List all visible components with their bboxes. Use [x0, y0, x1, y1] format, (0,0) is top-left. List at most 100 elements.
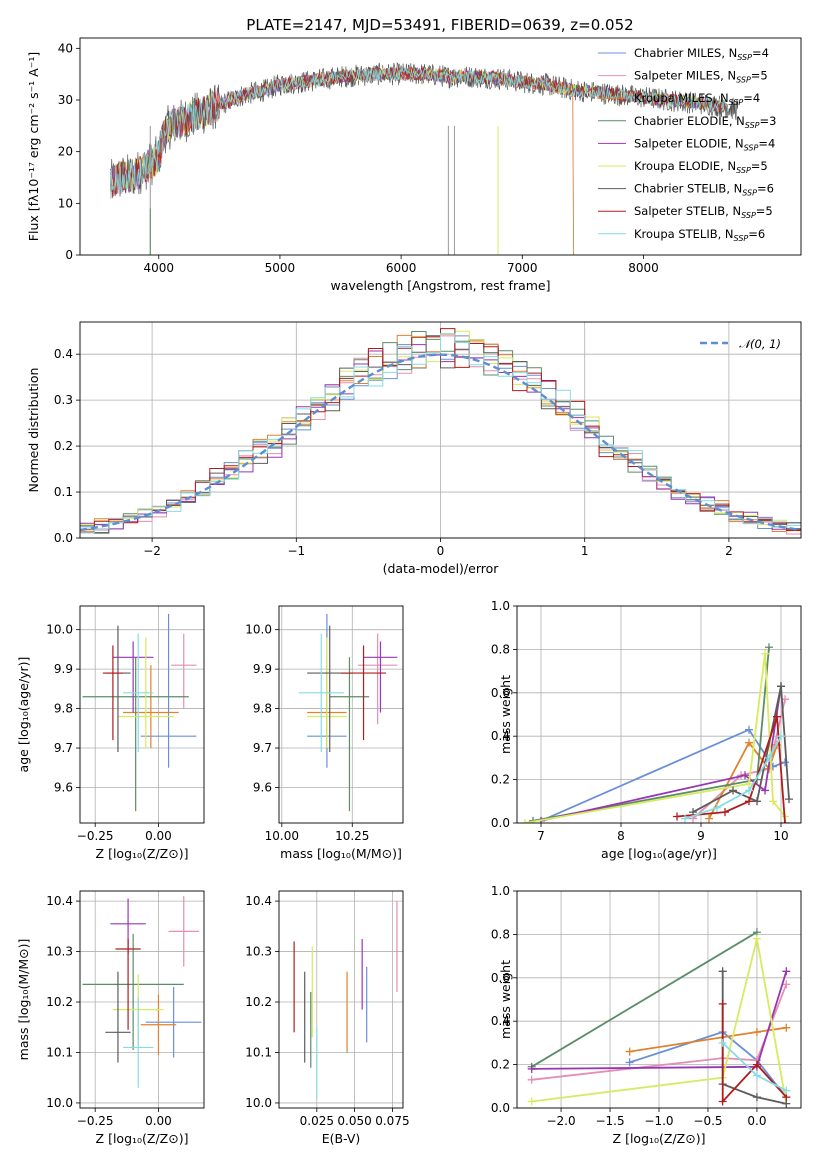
- legend-count: =6: [748, 227, 765, 241]
- data-marker: [718, 1038, 727, 1047]
- x-tick-label: 8000: [628, 261, 659, 275]
- x-tick-label: −1.5: [595, 1114, 624, 1128]
- legend-entry: Salpeter ELODIE, NSSP=4: [634, 136, 775, 152]
- legend-subscript: SSP: [737, 53, 752, 62]
- mass-vs-metallicity-panel: −0.25 0.00 10.0 10.1 10.2 10.3 10.4 Z [log₁₀(Z/…: [16, 890, 205, 1146]
- massweight-vs-age-panel: 7 8 9 10 0.0 0.2 0.4 0.6 0.8 1.0 age [log₁₀(age/yr…: [491, 599, 802, 861]
- y-tick-label: 0.1: [54, 485, 73, 499]
- legend-subscript: SSP: [744, 143, 759, 152]
- series-path: [721, 1003, 787, 1104]
- data-marker: [625, 1058, 634, 1067]
- data-marker: [705, 814, 713, 823]
- legend-label: Kroupa ELODIE, N: [634, 159, 736, 173]
- y-tick-label: 9.7: [253, 741, 272, 755]
- legend-label: Kroupa STELIB, N: [634, 227, 734, 241]
- y-tick-label: 0.8: [491, 642, 510, 656]
- legend-label: Salpeter ELODIE, N: [634, 136, 744, 150]
- series-path: [531, 938, 788, 1104]
- legend-subscript: SSP: [734, 234, 749, 243]
- x-axis-label: (data-model)/error: [383, 561, 500, 576]
- y-tick-label: 0.2: [54, 439, 73, 453]
- legend-label: Chabrier MILES, N: [634, 46, 737, 60]
- x-tick-label: 0.075: [375, 1114, 409, 1128]
- y-tick-label: 10: [58, 196, 73, 210]
- series-line: [681, 732, 785, 823]
- data-marker: [625, 1047, 634, 1056]
- x-tick-label: 10: [773, 829, 788, 843]
- legend-count: =5: [756, 204, 773, 218]
- y-tick-label: 9.8: [54, 702, 73, 716]
- y-tick-label: 0: [65, 248, 73, 262]
- x-axis-label: wavelength [Angstrom, rest frame]: [330, 278, 550, 293]
- errorbar-point: [112, 641, 154, 713]
- errorbar-point: [298, 633, 344, 752]
- y-tick-label: 10.3: [245, 945, 272, 959]
- y-tick-label: 9.9: [54, 662, 73, 676]
- errorbar-point: [105, 625, 131, 752]
- series-path: [540, 686, 782, 822]
- errorbar-point: [105, 971, 131, 1063]
- legend-label: Chabrier ELODIE, N: [634, 114, 745, 128]
- series-path: [532, 647, 770, 822]
- model-spectrum-line: [109, 66, 729, 199]
- y-tick-label: 0.0: [491, 816, 510, 830]
- age-vs-mass-panel: 10.00 10.25 9.6 9.7 9.8 9.9 10.0 mass [log₁₀(M/…: [245, 605, 404, 861]
- errorbar-point: [145, 986, 202, 1058]
- y-axis-label: mass [log₁₀(M/M⊙)]: [16, 939, 31, 1061]
- legend-subscript: SSP: [745, 121, 760, 130]
- data-marker: [527, 1097, 536, 1106]
- y-tick-label: 9.6: [253, 780, 272, 794]
- errorbar-point: [329, 657, 370, 812]
- x-tick-label: −2: [143, 544, 161, 558]
- errorbar-point: [307, 625, 353, 752]
- x-axis-label: E(B-V): [322, 1131, 361, 1146]
- x-tick-label: 5000: [265, 261, 296, 275]
- legend-entry: Chabrier MILES, NSSP=4: [634, 46, 769, 62]
- y-tick-label: 10.1: [245, 1045, 272, 1059]
- x-tick-label: 0.00: [145, 1114, 172, 1128]
- legend-count: =6: [757, 182, 774, 196]
- y-tick-label: 0.6: [491, 971, 510, 985]
- y-axis-label: Normed distribution: [26, 368, 41, 493]
- series-path: [531, 931, 758, 1068]
- legend-count: =5: [751, 159, 768, 173]
- legend-label: Kroupa MILES, N: [634, 91, 729, 105]
- y-tick-label: 9.6: [54, 780, 73, 794]
- errorbar-point: [123, 996, 154, 1088]
- axes-frame: [79, 321, 802, 539]
- axes-frame: [79, 605, 205, 824]
- data-marker: [761, 649, 769, 658]
- errorbar-point: [102, 645, 124, 741]
- x-tick-label: −1: [287, 544, 305, 558]
- y-tick-label: 1.0: [491, 599, 510, 613]
- data-marker: [782, 980, 791, 989]
- y-tick-label: 0.4: [491, 1014, 510, 1028]
- data-marker: [781, 819, 789, 823]
- errorbar-point: [82, 933, 184, 1050]
- model-spectrum-line: [109, 67, 729, 196]
- data-marker: [769, 797, 777, 806]
- axes-frame: [278, 605, 404, 824]
- legend-subscript: SSP: [729, 98, 744, 107]
- plot-area: [109, 62, 739, 255]
- legend-entry: Kroupa MILES, NSSP=4: [634, 91, 760, 107]
- errorbar-point: [115, 938, 141, 1030]
- y-tick-label: 0.0: [491, 1101, 510, 1115]
- y-tick-label: 30: [58, 93, 73, 107]
- series-line: [537, 725, 789, 823]
- y-tick-label: 40: [58, 41, 73, 55]
- data-marker: [761, 786, 769, 795]
- histogram-steps: [80, 333, 801, 534]
- x-tick-label: −1.0: [644, 1114, 673, 1128]
- x-axis-label: Z [log₁₀(Z/Z⊙)]: [96, 1131, 189, 1146]
- data-marker: [718, 999, 727, 1008]
- y-tick-label: 10.4: [245, 894, 272, 908]
- model-spectrum-line: [109, 67, 729, 194]
- x-tick-label: 6000: [386, 261, 417, 275]
- y-tick-label: 9.9: [253, 662, 272, 676]
- series-line: [625, 1023, 791, 1056]
- age-vs-metallicity-panel: −0.25 0.00 9.6 9.7 9.8 9.9 10.0 Z [log₁₀(Z/Z⊙)]…: [16, 605, 205, 861]
- spectrum-panel: 4000 5000 6000 7000 8000 0 10 20 30 40 wavelength …: [26, 37, 802, 293]
